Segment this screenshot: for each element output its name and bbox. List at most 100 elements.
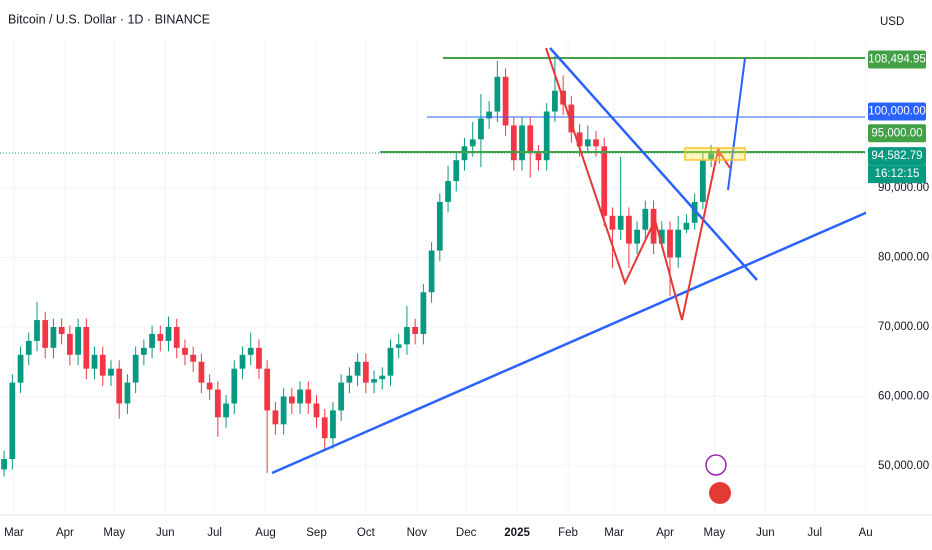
candle-body xyxy=(568,104,575,133)
candle-body xyxy=(34,320,40,341)
projection-line xyxy=(727,57,746,191)
price-tag xyxy=(868,147,926,166)
candle-body xyxy=(256,347,262,369)
x-tick-label: May xyxy=(704,527,726,539)
candle-body xyxy=(362,361,369,383)
candle-body xyxy=(527,125,534,154)
x-tick-label: 2025 xyxy=(504,527,530,539)
axes: 50,000.00 60,000.00 70,000.00 80,000.00 90,0… xyxy=(4,50,929,539)
y-tick-label: 80,000.00 xyxy=(878,252,929,264)
price-tag-label: 95,000.00 xyxy=(871,127,922,139)
candle-body xyxy=(140,347,147,355)
candle-body xyxy=(617,215,624,230)
y-tick-label: 90,000.00 xyxy=(878,182,929,194)
y-tick-label: 60,000.00 xyxy=(878,391,929,403)
currency: USD xyxy=(880,16,904,28)
candle-body xyxy=(1,459,7,470)
candle-body xyxy=(519,125,525,161)
candle-body xyxy=(108,368,114,376)
candle-body xyxy=(338,382,345,411)
y-tick-label: 70,000.00 xyxy=(878,321,929,333)
x-tick-label: Jun xyxy=(756,527,775,539)
y-tick-label: 50,000.00 xyxy=(878,460,929,472)
candle-body xyxy=(552,90,558,112)
x-tick-label: Jul xyxy=(207,527,222,539)
candle-body xyxy=(116,368,123,404)
candle-body xyxy=(50,327,57,348)
grid xyxy=(0,40,867,515)
candle-body xyxy=(658,229,665,244)
candle-body xyxy=(173,327,180,348)
candle-body xyxy=(198,361,205,383)
x-tick-label: Jul xyxy=(807,527,822,539)
chart-title: Bitcoin / U.S. Dollar · 1D · BINANCE xyxy=(8,12,210,26)
candle-body xyxy=(190,354,197,362)
candle-body xyxy=(75,327,81,355)
trend-line xyxy=(549,47,758,281)
candle-body xyxy=(99,354,106,376)
candle-body xyxy=(149,333,155,348)
candle-body xyxy=(445,181,451,202)
candle-body xyxy=(708,153,714,161)
candle-body xyxy=(428,250,435,293)
candle-body xyxy=(58,327,65,334)
candle-body xyxy=(486,111,493,119)
drawings xyxy=(0,47,871,504)
candle-body xyxy=(371,379,377,383)
candle-body xyxy=(667,229,673,258)
candle-body xyxy=(461,146,468,161)
candle-body xyxy=(9,382,16,460)
icon xyxy=(709,482,731,504)
candle-body xyxy=(691,201,698,223)
x-tick-label: Apr xyxy=(56,527,74,539)
x-tick-label: Oct xyxy=(357,527,376,539)
x-tick-label: Feb xyxy=(558,527,578,539)
candle-body xyxy=(510,125,517,161)
candle-body xyxy=(132,354,139,383)
candle-body xyxy=(297,389,303,404)
candle-body xyxy=(346,375,353,383)
countdown: 16:12:15 xyxy=(875,168,920,180)
candle-body xyxy=(223,403,229,418)
candle-body xyxy=(182,347,188,355)
x-tick-label: Au xyxy=(859,527,873,539)
candle-body xyxy=(650,208,657,244)
candle-body xyxy=(387,347,394,376)
candle-body xyxy=(83,327,90,369)
candle-body xyxy=(25,340,32,355)
candle-body xyxy=(642,208,649,230)
x-tick-label: Nov xyxy=(407,527,428,539)
x-tick-label: Aug xyxy=(255,527,275,539)
candle-body xyxy=(626,215,632,244)
candle-body xyxy=(601,146,608,216)
candle-body xyxy=(264,368,271,411)
candle-body xyxy=(502,76,509,126)
candle-body xyxy=(453,160,460,182)
candle-body xyxy=(535,153,542,161)
highlight-box xyxy=(684,147,746,161)
candle-body xyxy=(124,382,131,404)
candle-body xyxy=(420,292,427,334)
candle-body xyxy=(330,410,336,439)
candle-body xyxy=(165,327,172,341)
x-tick-label: Jun xyxy=(156,527,175,539)
candle-body xyxy=(700,160,706,202)
candle-body xyxy=(634,229,640,244)
pattern-line xyxy=(545,47,731,321)
candle-body xyxy=(214,389,221,418)
price-axis xyxy=(866,0,932,550)
candle-body xyxy=(231,368,238,404)
candle-body xyxy=(716,153,723,157)
price-tag xyxy=(868,102,926,121)
candle-body xyxy=(305,389,312,404)
icon xyxy=(705,454,727,476)
candle-body xyxy=(17,354,24,383)
candle-body xyxy=(288,396,295,404)
candle-body xyxy=(354,361,361,376)
candle-body xyxy=(675,229,682,258)
candle-body xyxy=(272,410,279,425)
candle-body xyxy=(321,417,328,439)
candle-body xyxy=(404,327,410,345)
candle-body xyxy=(478,118,484,140)
